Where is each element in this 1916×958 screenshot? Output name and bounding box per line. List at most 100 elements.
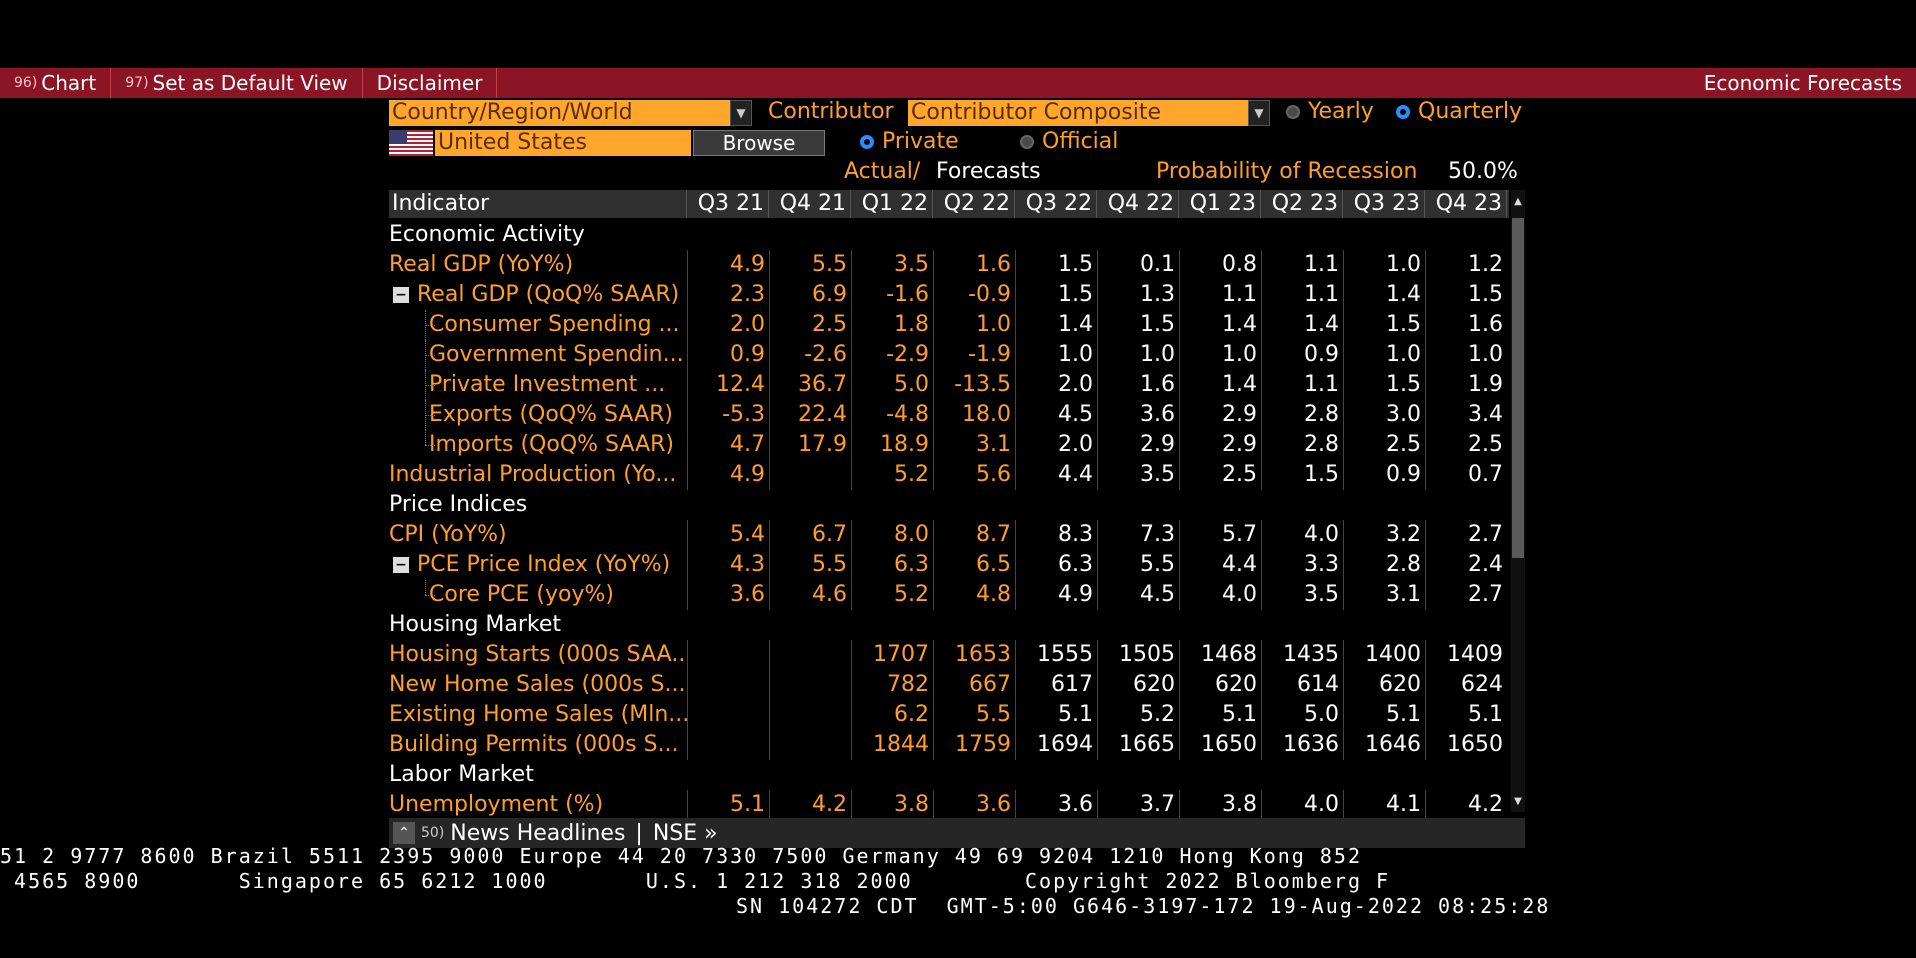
value-cell[interactable]: 1.5 bbox=[1343, 370, 1425, 400]
value-cell[interactable]: 5.1 bbox=[1343, 700, 1425, 730]
value-cell[interactable]: 4.5 bbox=[1015, 400, 1097, 430]
indicator-cell[interactable]: CPI (YoY%) bbox=[389, 520, 687, 550]
value-cell[interactable]: 1.1 bbox=[1179, 280, 1261, 310]
table-row[interactable]: Consumer Spending ... 2.0 2.5 1.8 1.0 1.4 1.5 1… bbox=[389, 310, 1509, 340]
value-cell[interactable] bbox=[687, 730, 769, 760]
quarter-header[interactable]: Q2 22 bbox=[933, 190, 1015, 218]
value-cell[interactable]: 36.7 bbox=[769, 370, 851, 400]
value-cell[interactable]: 3.2 bbox=[1343, 520, 1425, 550]
value-cell[interactable]: 0.1 bbox=[1097, 250, 1179, 280]
region-dropdown[interactable]: Country/Region/World bbox=[389, 100, 733, 126]
value-cell[interactable]: 3.8 bbox=[1179, 790, 1261, 820]
value-cell[interactable]: 2.5 bbox=[1425, 430, 1507, 460]
value-cell[interactable]: 4.0 bbox=[1179, 580, 1261, 610]
table-row[interactable]: Building Permits (000s S... 1844 1759 1694 1… bbox=[389, 730, 1509, 760]
yearly-radio[interactable]: Yearly bbox=[1286, 99, 1374, 124]
quarter-header[interactable]: Q3 22 bbox=[1015, 190, 1097, 218]
value-cell[interactable]: 4.9 bbox=[1015, 580, 1097, 610]
value-cell[interactable]: -13.5 bbox=[933, 370, 1015, 400]
value-cell[interactable]: 1653 bbox=[933, 640, 1015, 670]
official-radio[interactable]: Official bbox=[1020, 129, 1118, 154]
value-cell[interactable]: 1759 bbox=[933, 730, 1015, 760]
value-cell[interactable]: 4.3 bbox=[687, 550, 769, 580]
value-cell[interactable] bbox=[769, 670, 851, 700]
value-cell[interactable] bbox=[769, 730, 851, 760]
value-cell[interactable]: 1505 bbox=[1097, 640, 1179, 670]
value-cell[interactable]: 1.1 bbox=[1261, 280, 1343, 310]
quarter-header[interactable]: Q4 23 bbox=[1425, 190, 1507, 218]
value-cell[interactable]: 4.0 bbox=[1261, 790, 1343, 820]
table-row[interactable]: New Home Sales (000s S... 782 667 617 620 620… bbox=[389, 670, 1509, 700]
value-cell[interactable]: 5.2 bbox=[1097, 700, 1179, 730]
chart-menu-item[interactable]: 96) Chart bbox=[0, 68, 112, 98]
contributor-dropdown[interactable]: Contributor Composite bbox=[908, 100, 1252, 126]
value-cell[interactable]: 1.3 bbox=[1097, 280, 1179, 310]
table-row[interactable]: Imports (QoQ% SAAR) 4.7 17.9 18.9 3.1 2.0 2.9 2… bbox=[389, 430, 1509, 460]
value-cell[interactable]: 6.9 bbox=[769, 280, 851, 310]
indicator-cell[interactable]: Building Permits (000s S... bbox=[389, 730, 687, 760]
value-cell[interactable]: 17.9 bbox=[769, 430, 851, 460]
set-default-view-menu-item[interactable]: 97) Set as Default View bbox=[111, 68, 363, 98]
value-cell[interactable]: 5.1 bbox=[1425, 700, 1507, 730]
value-cell[interactable]: 3.5 bbox=[1097, 460, 1179, 490]
indicator-cell[interactable]: Real GDP (YoY%) bbox=[389, 250, 687, 280]
value-cell[interactable]: 6.3 bbox=[1015, 550, 1097, 580]
value-cell[interactable]: 620 bbox=[1343, 670, 1425, 700]
value-cell[interactable]: 5.5 bbox=[1097, 550, 1179, 580]
chevron-down-icon[interactable]: ▼ bbox=[1248, 100, 1270, 126]
value-cell[interactable]: 5.5 bbox=[769, 550, 851, 580]
value-cell[interactable]: 5.1 bbox=[1179, 700, 1261, 730]
value-cell[interactable]: 4.7 bbox=[687, 430, 769, 460]
table-row[interactable]: Unemployment (%) 5.1 4.2 3.8 3.6 3.6 3.7 3.8 4.0… bbox=[389, 790, 1509, 820]
scroll-up-icon[interactable]: ▲ bbox=[1514, 196, 1522, 207]
value-cell[interactable]: 2.9 bbox=[1179, 430, 1261, 460]
vertical-scrollbar[interactable]: ▲ ▼ bbox=[1511, 190, 1525, 812]
value-cell[interactable]: 1.0 bbox=[1343, 340, 1425, 370]
value-cell[interactable]: 1555 bbox=[1015, 640, 1097, 670]
value-cell[interactable] bbox=[687, 670, 769, 700]
value-cell[interactable]: 6.5 bbox=[933, 550, 1015, 580]
value-cell[interactable]: 614 bbox=[1261, 670, 1343, 700]
quarter-header[interactable]: Q3 23 bbox=[1343, 190, 1425, 218]
value-cell[interactable]: 2.0 bbox=[1015, 370, 1097, 400]
value-cell[interactable]: 1.6 bbox=[933, 250, 1015, 280]
value-cell[interactable] bbox=[769, 700, 851, 730]
value-cell[interactable]: 2.8 bbox=[1343, 550, 1425, 580]
value-cell[interactable]: 3.8 bbox=[851, 790, 933, 820]
value-cell[interactable] bbox=[687, 640, 769, 670]
value-cell[interactable]: 5.4 bbox=[687, 520, 769, 550]
value-cell[interactable]: 3.3 bbox=[1261, 550, 1343, 580]
indicator-cell[interactable]: New Home Sales (000s S... bbox=[389, 670, 687, 700]
value-cell[interactable]: 1.5 bbox=[1261, 460, 1343, 490]
indicator-cell[interactable]: Housing Starts (000s SAA... bbox=[389, 640, 687, 670]
value-cell[interactable]: 1650 bbox=[1425, 730, 1507, 760]
value-cell[interactable]: 1.5 bbox=[1015, 280, 1097, 310]
value-cell[interactable]: 3.6 bbox=[933, 790, 1015, 820]
value-cell[interactable]: 1.4 bbox=[1261, 310, 1343, 340]
table-row[interactable]: Industrial Production (Yo... 4.9 5.2 5.6 4.4… bbox=[389, 460, 1509, 490]
value-cell[interactable]: 3.6 bbox=[1097, 400, 1179, 430]
scroll-thumb[interactable] bbox=[1512, 218, 1524, 558]
value-cell[interactable]: 4.0 bbox=[1261, 520, 1343, 550]
value-cell[interactable]: 2.9 bbox=[1179, 400, 1261, 430]
value-cell[interactable]: 12.4 bbox=[687, 370, 769, 400]
value-cell[interactable]: 3.6 bbox=[687, 580, 769, 610]
value-cell[interactable]: 1665 bbox=[1097, 730, 1179, 760]
value-cell[interactable]: 2.8 bbox=[1261, 400, 1343, 430]
table-row[interactable]: − Real GDP (QoQ% SAAR) 2.3 6.9 -1.6 -0.9 1.5 1.… bbox=[389, 280, 1509, 310]
value-cell[interactable]: 782 bbox=[851, 670, 933, 700]
value-cell[interactable]: 0.9 bbox=[687, 340, 769, 370]
value-cell[interactable]: -5.3 bbox=[687, 400, 769, 430]
value-cell[interactable]: 1.5 bbox=[1425, 280, 1507, 310]
value-cell[interactable]: 18.0 bbox=[933, 400, 1015, 430]
value-cell[interactable]: 620 bbox=[1179, 670, 1261, 700]
value-cell[interactable]: 4.4 bbox=[1015, 460, 1097, 490]
browse-button[interactable]: Browse bbox=[693, 130, 825, 156]
expand-icon[interactable]: ⌃ bbox=[393, 822, 415, 844]
value-cell[interactable]: -4.8 bbox=[851, 400, 933, 430]
value-cell[interactable]: 667 bbox=[933, 670, 1015, 700]
value-cell[interactable]: 3.4 bbox=[1425, 400, 1507, 430]
value-cell[interactable]: 1.9 bbox=[1425, 370, 1507, 400]
value-cell[interactable] bbox=[687, 700, 769, 730]
value-cell[interactable] bbox=[769, 640, 851, 670]
